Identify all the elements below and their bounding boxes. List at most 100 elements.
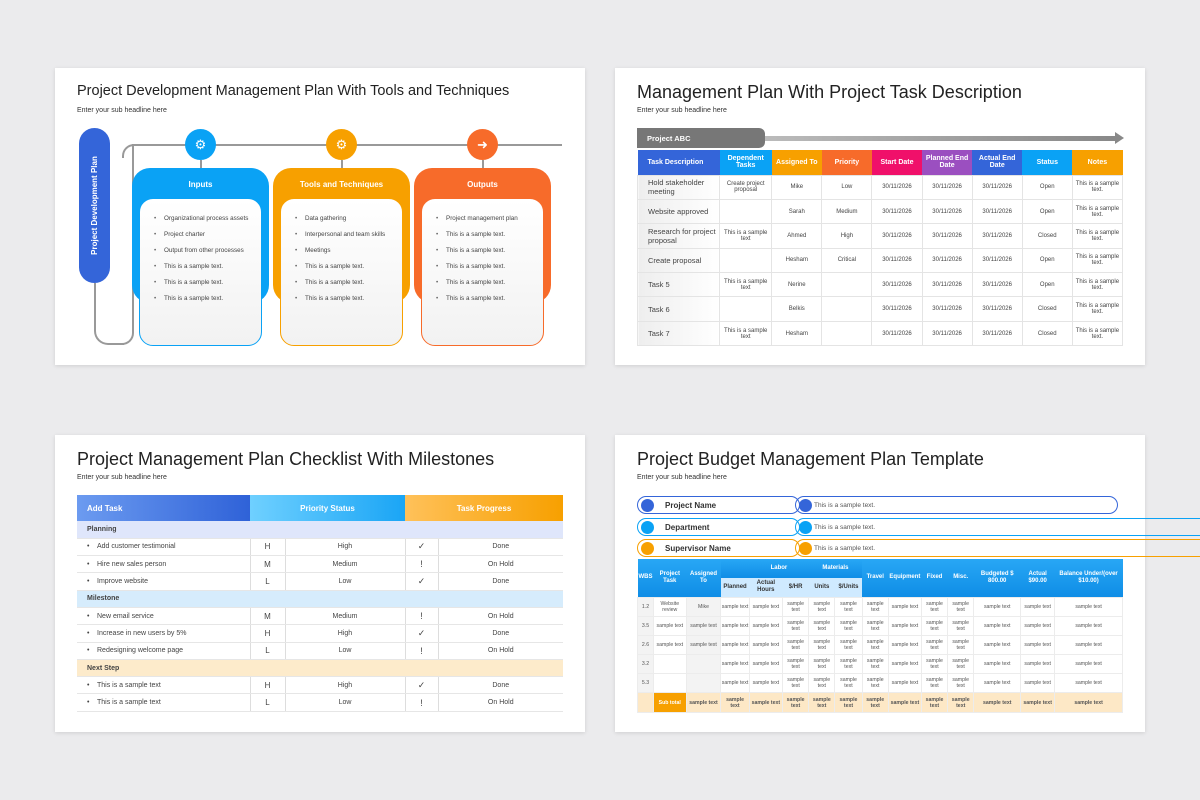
table-row: 3.5 sample text sample text sample text samp…	[637, 615, 1123, 636]
info-value-field[interactable]: This is a sample text.	[795, 496, 1118, 514]
budget-table: WBS Project Task Assigned To Labor Materials…	[637, 559, 1123, 713]
list-item: This is a sample text.	[295, 291, 394, 307]
table-cell: sample text	[720, 654, 750, 675]
slide-subtitle: Enter your sub headline here	[637, 107, 727, 114]
table-cell: sample text	[720, 692, 750, 713]
table-cell: 30/11/2026	[871, 247, 923, 274]
table-cell: High	[821, 223, 873, 249]
alert-icon[interactable]: !	[404, 555, 438, 574]
table-cell: sample text	[782, 615, 810, 636]
table-cell: sample text	[947, 692, 975, 713]
table-cell: sample text	[947, 654, 975, 675]
table-cell: 30/11/2026	[921, 198, 973, 225]
table-cell: This is a sample text.	[1071, 247, 1124, 274]
list-item: Data gathering	[295, 211, 394, 227]
table-cell	[719, 296, 773, 322]
table-cell	[685, 673, 722, 694]
table-cell: sample text	[861, 634, 889, 656]
table-cell	[637, 692, 654, 713]
check-icon[interactable]: ✓	[404, 676, 438, 695]
alert-icon[interactable]: !	[404, 607, 438, 626]
table-cell: Website approved	[636, 198, 721, 225]
priority-letter: L	[249, 693, 285, 712]
table-cell: 30/11/2026	[871, 296, 923, 322]
check-icon[interactable]: ✓	[404, 572, 438, 591]
column-header: Task Progress	[405, 495, 563, 521]
task-name: Redesigning welcome page	[77, 642, 250, 660]
section-row: Planning	[77, 521, 563, 539]
table-cell: Research for project proposal	[636, 223, 721, 249]
column-header: Planned	[720, 578, 750, 597]
task-progress: On Hold	[437, 642, 563, 660]
table-cell: sample text	[920, 654, 949, 675]
slide-budget[interactable]: Project Budget Management Plan Template …	[615, 435, 1200, 732]
list-item: This is a sample text.	[436, 259, 535, 275]
table-cell: sample text	[947, 673, 975, 694]
info-value-field[interactable]: This is a sample text.	[795, 517, 1200, 536]
table-row: This is a sample text L Low ! On Hold	[77, 693, 563, 712]
card-title: Outputs	[467, 180, 498, 189]
priority-status: Medium	[284, 555, 405, 574]
list-item: This is a sample text.	[436, 275, 535, 291]
table-cell: sample text	[861, 615, 889, 636]
table-cell: sample text	[1054, 596, 1123, 617]
table-cell: sample text	[861, 596, 889, 617]
connector-line	[482, 160, 484, 169]
list-item: This is a sample text.	[436, 227, 535, 243]
column-header: Misc.	[947, 559, 974, 597]
table-cell: Open	[1021, 247, 1073, 274]
gears-icon: ⚙	[326, 129, 357, 160]
task-progress: Done	[437, 676, 563, 695]
table-cell: sample text	[720, 634, 750, 656]
table-cell: sample text	[834, 673, 863, 694]
table-row: Add customer testimonial H High ✓ Done	[77, 538, 563, 557]
info-value: This is a sample text.	[814, 502, 876, 509]
alert-icon[interactable]: !	[404, 693, 438, 712]
slide-title: Management Plan With Project Task Descri…	[637, 82, 1022, 102]
slide-development-plan[interactable]: Project Development Management Plan With…	[55, 68, 585, 365]
table-row: This is a sample text H High ✓ Done	[77, 676, 563, 695]
table-cell: sample text	[1054, 673, 1123, 694]
table-row: Redesigning welcome page L Low ! On Hold	[77, 642, 563, 660]
table-cell	[719, 247, 773, 274]
slide-task-description[interactable]: Management Plan With Project Task Descri…	[615, 68, 1145, 365]
column-header: Assigned To	[771, 150, 822, 175]
table-cell: Create proposal	[636, 247, 721, 274]
slide-title: Project Development Management Plan With…	[77, 83, 510, 99]
column-header: Equipment	[888, 559, 922, 597]
section-row: Milestone	[77, 590, 563, 608]
table-cell: This is a sample text.	[1071, 198, 1124, 225]
table-cell	[821, 296, 873, 322]
list-item: This is a sample text.	[295, 275, 394, 291]
alert-icon[interactable]: !	[404, 642, 438, 660]
check-icon[interactable]: ✓	[404, 624, 438, 643]
table-cell: sample text	[782, 654, 810, 675]
table-cell: Sarah	[771, 198, 823, 225]
info-value-field[interactable]: This is a sample text.	[795, 539, 1200, 557]
table-cell: sample text	[1054, 615, 1123, 636]
table-row: Task 6 Belkis 30/11/2026 30/11/2026 30/11/20…	[636, 296, 1124, 322]
list-item: This is a sample text.	[154, 291, 253, 307]
table-cell: sample text	[748, 596, 784, 617]
card-list: Project management planThis is a sample …	[421, 198, 544, 346]
table-cell: sample text	[1054, 634, 1123, 656]
column-header-blank	[720, 559, 750, 578]
check-icon[interactable]: ✓	[404, 538, 438, 557]
table-cell: sample text	[920, 596, 949, 617]
table-cell: 30/11/2026	[971, 272, 1023, 298]
slide-checklist[interactable]: Project Management Plan Checklist With M…	[55, 435, 585, 732]
timeline-arrow	[765, 136, 1115, 141]
table-row: Hold stakeholder meeting Create project p…	[636, 174, 1124, 200]
table-cell: sample text	[861, 692, 889, 713]
table-cell: sample text	[1020, 692, 1056, 713]
table-cell: 30/11/2026	[921, 296, 973, 322]
column-header: $/Units	[834, 578, 863, 597]
table-cell: Open	[1021, 174, 1073, 200]
table-cell: sample text	[920, 615, 949, 636]
table-cell: Nerine	[771, 272, 823, 298]
table-cell: 30/11/2026	[871, 272, 923, 298]
table-cell	[719, 198, 773, 225]
table-cell: 30/11/2026	[971, 174, 1023, 200]
column-header: Materials	[808, 559, 863, 578]
table-cell: sample text	[685, 615, 722, 636]
